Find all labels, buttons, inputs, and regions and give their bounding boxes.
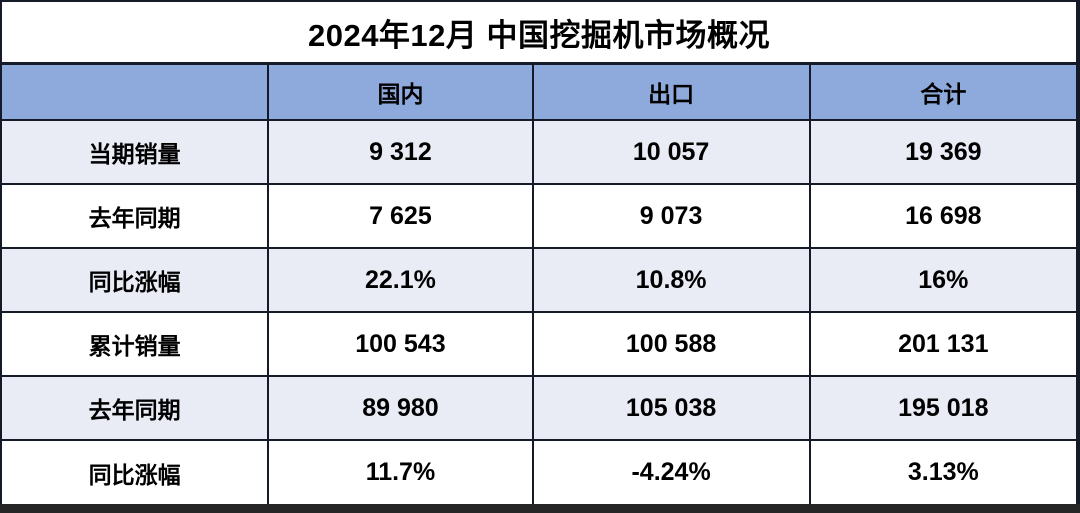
table-bottom-shadow [0, 504, 1080, 513]
cell-value: 3.13% [808, 439, 1076, 504]
table-row: 同比涨幅 22.1% 10.8% 16% [2, 247, 1076, 313]
cell-value: 201 131 [808, 311, 1076, 377]
cell-value: 16 698 [808, 183, 1076, 249]
cell-value: 7 625 [267, 183, 534, 249]
market-table: 国内 出口 合计 当期销量 9 312 10 057 19 369 去年同期 7… [2, 65, 1076, 504]
column-header-total: 合计 [808, 65, 1076, 121]
cell-value: 10.8% [531, 247, 811, 313]
column-header-blank [2, 65, 270, 121]
row-label: 去年同期 [2, 375, 270, 441]
cell-value: 89 980 [267, 375, 534, 441]
cell-value: 10 057 [531, 119, 811, 185]
row-label: 去年同期 [2, 183, 270, 249]
cell-value: 105 038 [531, 375, 811, 441]
cell-value: 11.7% [267, 439, 534, 504]
cell-value: -4.24% [531, 439, 811, 504]
row-label: 当期销量 [2, 119, 270, 185]
column-header-domestic: 国内 [267, 65, 534, 121]
table-row: 当期销量 9 312 10 057 19 369 [2, 119, 1076, 185]
page-title: 2024年12月 中国挖掘机市场概况 [307, 17, 771, 53]
header-row: 国内 出口 合计 [2, 65, 1076, 121]
cell-value: 9 312 [267, 119, 534, 185]
row-label: 同比涨幅 [2, 247, 270, 313]
cell-value: 100 543 [267, 311, 534, 377]
column-header-export: 出口 [531, 65, 811, 121]
table-row: 同比涨幅 11.7% -4.24% 3.13% [2, 439, 1076, 504]
table-row: 去年同期 89 980 105 038 195 018 [2, 375, 1076, 441]
cell-value: 22.1% [267, 247, 534, 313]
cell-value: 16% [808, 247, 1076, 313]
row-label: 同比涨幅 [2, 439, 270, 504]
cell-value: 9 073 [531, 183, 811, 249]
cell-value: 100 588 [531, 311, 811, 377]
table-row: 去年同期 7 625 9 073 16 698 [2, 183, 1076, 249]
cell-value: 195 018 [808, 375, 1076, 441]
title-row: 2024年12月 中国挖掘机市场概况 [2, 2, 1076, 65]
cell-value: 19 369 [808, 119, 1076, 185]
row-label: 累计销量 [2, 311, 270, 377]
table-row: 累计销量 100 543 100 588 201 131 [2, 311, 1076, 377]
